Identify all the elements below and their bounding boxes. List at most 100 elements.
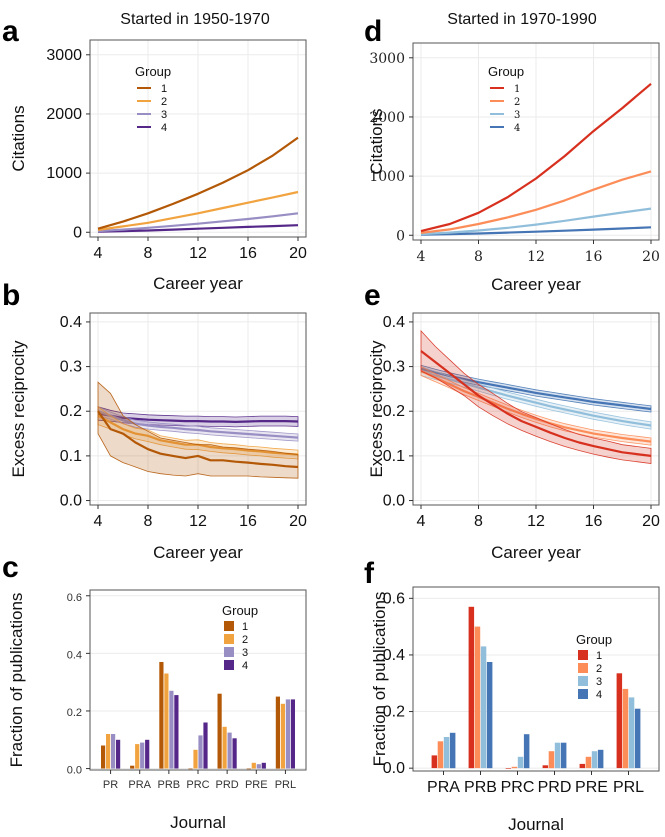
series-line-group-1 [420, 350, 652, 457]
legend-swatch-box [578, 663, 588, 673]
x-tick-label: 8 [144, 513, 153, 530]
chart-panel-c: 0.0 0.2 0.4 0.6 Fraction of publications Jour… [7, 589, 307, 832]
bar-PRL-group-2 [622, 688, 629, 769]
panel-letter-e: e [364, 279, 381, 312]
bar-PRE-group-4 [261, 762, 266, 769]
confidence-band-group-1 [97, 381, 299, 479]
bar-PRC-group-3 [198, 735, 203, 769]
x-tick-label: 4 [417, 513, 426, 530]
bar-PR-group-2 [106, 734, 111, 769]
y-tick-label: 0.1 [60, 448, 82, 465]
legend-title: Group [135, 64, 171, 79]
bar-PRA-group-1 [130, 765, 135, 769]
legend-label: 1 [596, 650, 602, 662]
bar-PRA-group-2 [437, 741, 444, 769]
series-line-group-3 [97, 410, 299, 439]
bar-PRB-group-4 [174, 695, 179, 769]
chart-panel-e: 0.0 0.1 0.2 0.3 0.4 Excess reciprocity Career … [367, 312, 660, 562]
y-tick-label: 0.0 [383, 493, 405, 510]
bar-PRC-group-2 [511, 766, 518, 769]
x-tick-label: PRD [216, 779, 239, 791]
bar-PRA-group-3 [443, 737, 450, 769]
x-tick-label: 16 [585, 249, 603, 265]
x-tick-label: 4 [417, 249, 426, 265]
legend-label: 4 [242, 660, 248, 672]
y-tick-label: 0.1 [383, 448, 405, 465]
bar-PRE-group-4 [597, 749, 604, 769]
x-tick-label: PRA [128, 779, 151, 791]
bar-PRD-group-2 [548, 751, 555, 769]
y-tick-label: 0 [73, 224, 82, 241]
x-tick-label: PRE [575, 779, 608, 796]
y-axis-title: Citations [9, 105, 28, 171]
legend-label: 2 [596, 663, 602, 675]
y-axis-title: Excess reciprocity [9, 340, 28, 477]
legend-label: 2 [514, 97, 520, 108]
confidence-band-group-1 [420, 329, 652, 464]
bar-PRA-group-4 [449, 732, 456, 769]
legend-label: 3 [596, 676, 602, 688]
bar-PRC-group-3 [517, 756, 524, 769]
legend-swatch-box [224, 660, 234, 670]
legend-label: 4 [161, 122, 167, 134]
y-tick-label: 1000 [46, 165, 82, 182]
legend-swatch-box [224, 621, 234, 631]
bar-PRC-group-4 [203, 722, 208, 769]
bar-PRE-group-2 [251, 762, 256, 769]
legend-swatch-box [578, 676, 588, 686]
series-line-group-4 [97, 224, 299, 233]
bar-PRL-group-4 [634, 708, 641, 769]
x-tick-label: 16 [239, 513, 257, 530]
legend-title: Group [576, 632, 612, 647]
legend-label: 4 [514, 123, 520, 134]
bar-PRB-group-1 [468, 606, 475, 769]
legend-swatch-box [578, 650, 588, 660]
y-tick-label: 1000 [369, 169, 405, 185]
legend-label: 3 [514, 110, 520, 121]
y-axis-title: Fraction of publications [370, 592, 389, 767]
x-axis-title: Journal [170, 813, 226, 832]
series-line-group-3 [420, 207, 652, 236]
x-tick-label: 8 [144, 245, 153, 262]
legend-label: 2 [242, 634, 248, 646]
legend-label: 2 [161, 96, 167, 108]
series-line-group-1 [97, 136, 299, 230]
y-tick-label: 0.2 [383, 403, 405, 420]
bar-PRB-group-2 [474, 626, 481, 769]
bar-PRB-group-3 [169, 690, 174, 769]
bar-PR-group-4 [116, 739, 121, 769]
bar-PRE-group-1 [246, 768, 251, 770]
panel-letter-a: a [2, 15, 19, 48]
bar-PRL-group-1 [616, 673, 623, 769]
panel-letter-f: f [364, 557, 375, 590]
bar-PRD-group-1 [217, 693, 222, 769]
legend-label: 1 [242, 621, 248, 633]
y-tick-label: 0 [396, 228, 405, 244]
y-axis-title: Excess reciprocity [367, 340, 386, 477]
bar-PRC-group-1 [188, 768, 193, 770]
x-tick-label: 4 [94, 513, 103, 530]
bar-PRD-group-3 [227, 732, 232, 769]
series-line-group-3 [97, 212, 299, 233]
x-tick-label: 16 [239, 245, 257, 262]
y-tick-label: 0.4 [67, 649, 82, 661]
legend-swatch-box [224, 634, 234, 644]
plot-border [412, 586, 660, 772]
x-tick-label: PRE [245, 779, 268, 791]
column-title-left: Started in 1950-1970 [120, 11, 270, 28]
x-axis-title: Journal [508, 815, 564, 834]
x-axis-title: Career year [491, 543, 581, 562]
y-axis-title: Citations [367, 108, 386, 174]
x-axis-title: Career year [153, 543, 243, 562]
confidence-band-group-3 [97, 406, 299, 442]
x-tick-label: 12 [527, 249, 545, 265]
bar-PRC-group-1 [505, 768, 512, 769]
y-tick-label: 3000 [369, 51, 405, 67]
x-tick-label: PRB [158, 779, 181, 791]
y-tick-label: 0.0 [383, 760, 405, 777]
x-tick-label: PRC [186, 779, 209, 791]
bar-PRL-group-4 [290, 699, 295, 769]
legend-swatch-box [578, 689, 588, 699]
